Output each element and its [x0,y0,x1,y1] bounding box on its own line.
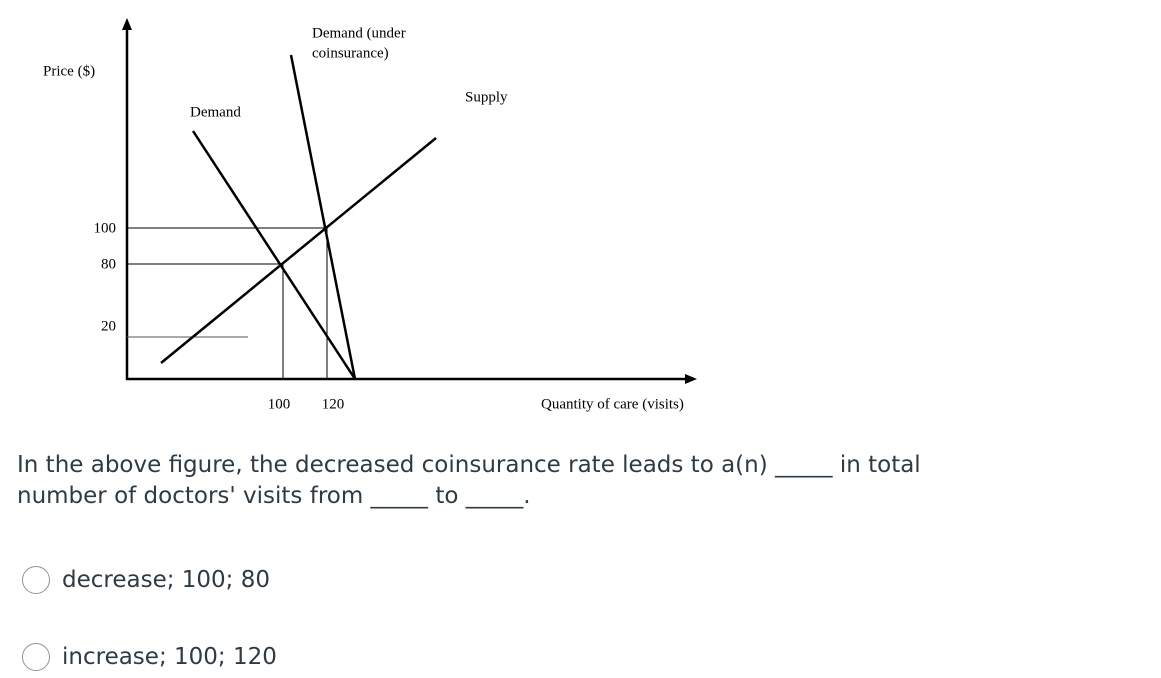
figure-lines [122,18,697,384]
demand-coinsurance-label: coinsurance) [312,45,389,61]
y-tick-label: 80 [101,256,116,272]
y-axis-label: Price ($) [43,63,95,79]
question-line: In the above figure, the decreased coins… [17,452,921,478]
x-tick-label: 100 [268,396,291,412]
x-axis-arrow [685,374,697,384]
y-tick-label: 20 [101,318,116,334]
option[interactable]: decrease; 100; 80 [22,566,270,594]
question-line: number of doctors' visits from _____ to … [17,483,531,509]
supply-label: Supply [465,89,508,105]
demand-line [191,130,357,380]
x-axis-label: Quantity of care (visits) [541,396,684,412]
radio-button[interactable] [22,566,50,594]
figure: Price ($) 100 80 20 100 120 Quantity of … [43,18,697,412]
y-axis-arrow [122,18,132,30]
x-tick-label: 120 [322,396,345,412]
option-label[interactable]: decrease; 100; 80 [62,567,271,593]
demand-label: Demand [190,104,241,120]
option[interactable]: increase; 100; 120 [22,643,277,671]
demand-coinsurance-label: Demand (under [312,25,406,41]
supply-line [160,137,437,364]
question: In the above figure, the decreased coins… [17,450,937,512]
y-tick-label: 100 [94,220,117,236]
demand-coinsurance-line [289,54,357,380]
option-label[interactable]: increase; 100; 120 [62,644,277,670]
radio-button[interactable] [22,643,50,671]
